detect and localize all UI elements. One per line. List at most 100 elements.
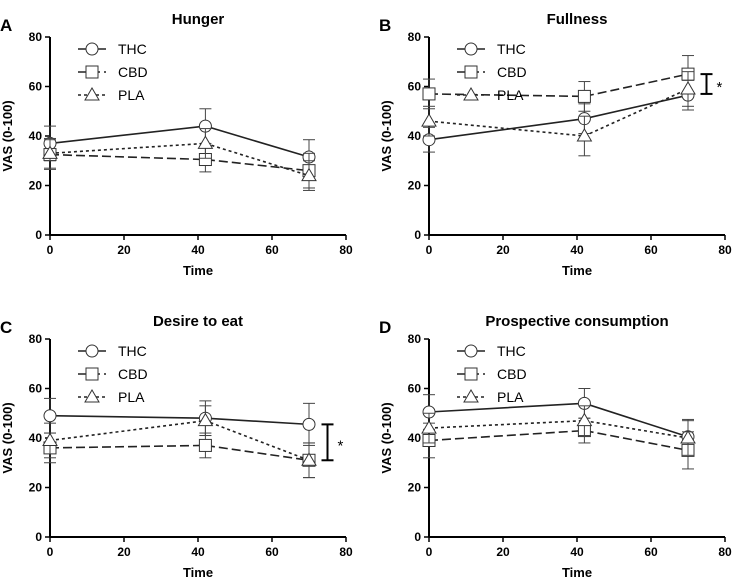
x-tick-label: 80 <box>718 243 732 257</box>
significance-bracket: * <box>700 73 723 96</box>
panel-label: B <box>379 16 391 35</box>
y-tick-label: 40 <box>408 129 422 143</box>
y-tick-label: 0 <box>414 228 421 242</box>
series-pla <box>421 71 696 157</box>
series-pla <box>42 405 317 479</box>
series-line <box>428 429 689 452</box>
x-tick-label: 20 <box>117 243 131 257</box>
x-tick-label: 40 <box>191 545 205 559</box>
x-tick-label: 0 <box>426 243 433 257</box>
x-tick-label: 20 <box>496 545 510 559</box>
legend-item-thc: THC <box>457 41 526 57</box>
legend-marker <box>463 389 479 403</box>
series-line <box>428 419 689 439</box>
data-point <box>680 80 696 95</box>
chart-title: Fullness <box>547 11 608 28</box>
panel-label: C <box>0 318 12 337</box>
x-tick-label: 80 <box>718 545 732 559</box>
series-line <box>428 94 689 141</box>
data-point <box>421 113 437 127</box>
legend-item-thc: THC <box>78 343 147 359</box>
x-tick-label: 40 <box>191 243 205 257</box>
y-tick-label: 0 <box>35 530 42 544</box>
x-axis-label: Time <box>183 565 213 580</box>
series-cbd <box>43 432 316 479</box>
x-tick-label: 40 <box>570 243 584 257</box>
data-point <box>421 420 437 434</box>
data-point <box>422 87 436 101</box>
legend-item-cbd: CBD <box>457 366 527 382</box>
legend-marker <box>85 42 99 56</box>
legend-label: CBD <box>118 366 148 382</box>
data-point <box>43 409 57 423</box>
chart-title: Hunger <box>172 11 225 28</box>
y-tick-label: 60 <box>408 80 422 94</box>
panel-label: D <box>379 318 391 337</box>
panel-b: B Fullness Time VAS (0-100) 0 20 40 60 80 0 20 40 60… <box>379 11 732 278</box>
series-line <box>49 414 310 426</box>
legend-marker <box>84 389 100 403</box>
data-point <box>302 417 316 431</box>
x-tick-label: 60 <box>265 545 279 559</box>
panel-d: D Prospective consumption Time VAS (0-100) 0… <box>379 313 732 580</box>
series-line <box>49 125 310 158</box>
y-tick-label: 80 <box>29 30 43 44</box>
panel-a: A Hunger Time VAS (0-100) 0 20 40 60 80 0 20 40 60 80… <box>0 11 353 278</box>
x-tick-label: 0 <box>426 545 433 559</box>
legend-item-pla: PLA <box>78 389 145 405</box>
x-axis-label: Time <box>562 263 592 278</box>
legend-label: CBD <box>497 366 527 382</box>
legend-item-pla: PLA <box>457 87 524 103</box>
legend-marker <box>464 42 478 56</box>
data-point <box>577 89 591 103</box>
legend-label: THC <box>497 343 526 359</box>
data-point <box>301 452 317 466</box>
legend-label: PLA <box>497 389 524 405</box>
x-axis-label: Time <box>562 565 592 580</box>
series-line <box>49 142 310 177</box>
y-tick-label: 20 <box>29 481 43 495</box>
data-point <box>197 135 214 149</box>
y-tick-label: 80 <box>408 30 422 44</box>
y-tick-label: 20 <box>408 481 422 495</box>
panel-c: C Desire to eat Time VAS (0-100) 0 20 40 60 80 0 2… <box>0 313 353 580</box>
series-pla <box>42 128 317 191</box>
series-line <box>49 419 310 462</box>
x-tick-label: 60 <box>265 243 279 257</box>
legend-item-cbd: CBD <box>78 366 148 382</box>
x-tick-label: 0 <box>47 243 54 257</box>
legend-marker <box>85 65 99 79</box>
x-tick-label: 80 <box>339 545 353 559</box>
legend-item-thc: THC <box>78 41 147 57</box>
x-tick-label: 20 <box>496 243 510 257</box>
series-line <box>428 73 689 98</box>
chart-title: Desire to eat <box>153 313 243 330</box>
legend-marker <box>464 367 478 381</box>
legend-label: PLA <box>118 389 145 405</box>
legend-label: CBD <box>118 64 148 80</box>
data-point <box>198 438 212 452</box>
y-tick-label: 80 <box>408 332 422 346</box>
data-point <box>301 167 317 182</box>
legend-label: CBD <box>497 64 527 80</box>
legend-item-pla: PLA <box>457 389 524 405</box>
series-pla <box>421 405 696 456</box>
x-tick-label: 0 <box>47 545 54 559</box>
significance-label: * <box>338 437 344 454</box>
x-tick-label: 60 <box>644 243 658 257</box>
legend-item-cbd: CBD <box>78 64 148 80</box>
significance-bracket: * <box>321 423 344 462</box>
y-tick-label: 40 <box>29 129 43 143</box>
y-axis-label: VAS (0-100) <box>379 100 394 171</box>
panel-label: A <box>0 16 12 35</box>
y-tick-label: 20 <box>29 179 43 193</box>
legend-item-thc: THC <box>457 343 526 359</box>
y-tick-label: 60 <box>29 80 43 94</box>
data-point <box>576 412 593 427</box>
chart-title: Prospective consumption <box>485 313 668 330</box>
y-tick-label: 60 <box>408 382 422 396</box>
series-thc <box>43 108 316 175</box>
y-axis-label: VAS (0-100) <box>379 402 394 473</box>
y-tick-label: 40 <box>29 431 43 445</box>
x-tick-label: 40 <box>570 545 584 559</box>
